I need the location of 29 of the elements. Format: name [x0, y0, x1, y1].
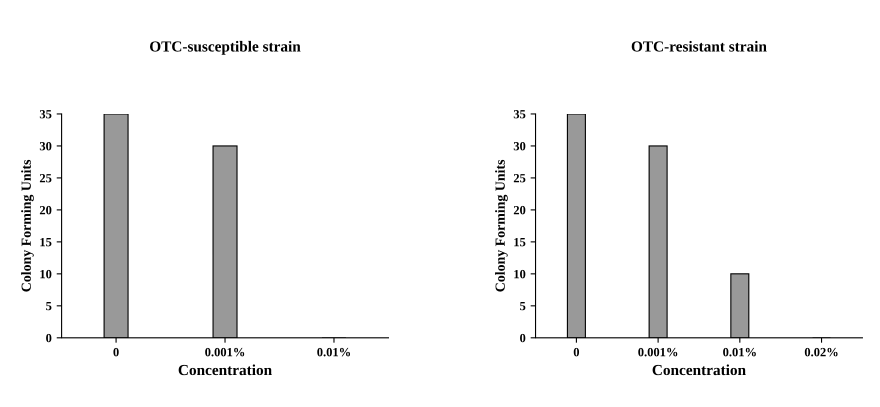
y-tick-label: 15	[514, 238, 526, 246]
chart-title: OTC-resistant strain	[632, 40, 767, 52]
y-tick-label: 10	[514, 270, 526, 278]
y-tick-label: 35	[514, 110, 526, 118]
y-axis-title: Colony Forming Units	[495, 160, 508, 292]
x-tick-label: 0.01%	[723, 348, 756, 356]
y-tick-label: 10	[40, 270, 52, 278]
y-tick-label: 0	[520, 334, 526, 342]
x-tick-label: 0.01%	[317, 348, 350, 356]
x-tick-label: 0.001%	[205, 348, 244, 356]
x-tick-label: 0	[113, 348, 119, 356]
y-tick-label: 35	[40, 110, 52, 118]
y-tick-label: 30	[514, 142, 526, 150]
y-tick-label: 0	[46, 334, 52, 342]
x-tick-label: 0.001%	[638, 348, 678, 356]
chart-title: OTC-susceptible strain	[150, 40, 301, 55]
y-tick-label: 25	[514, 174, 526, 182]
x-axis-title: Concentration	[652, 364, 746, 376]
x-tick-label: 0.02%	[804, 348, 838, 356]
x-axis-title: Concentration	[178, 364, 272, 376]
y-tick-label: 30	[40, 142, 52, 150]
y-tick-label: 20	[514, 206, 526, 214]
y-tick-label: 5	[46, 302, 52, 310]
y-tick-label: 20	[40, 206, 52, 214]
y-tick-label: 25	[40, 174, 52, 182]
y-tick-label: 15	[40, 238, 52, 246]
y-tick-label: 5	[520, 302, 526, 310]
x-tick-label: 0	[574, 348, 580, 356]
y-axis-title: Colony Forming Units	[21, 160, 34, 292]
